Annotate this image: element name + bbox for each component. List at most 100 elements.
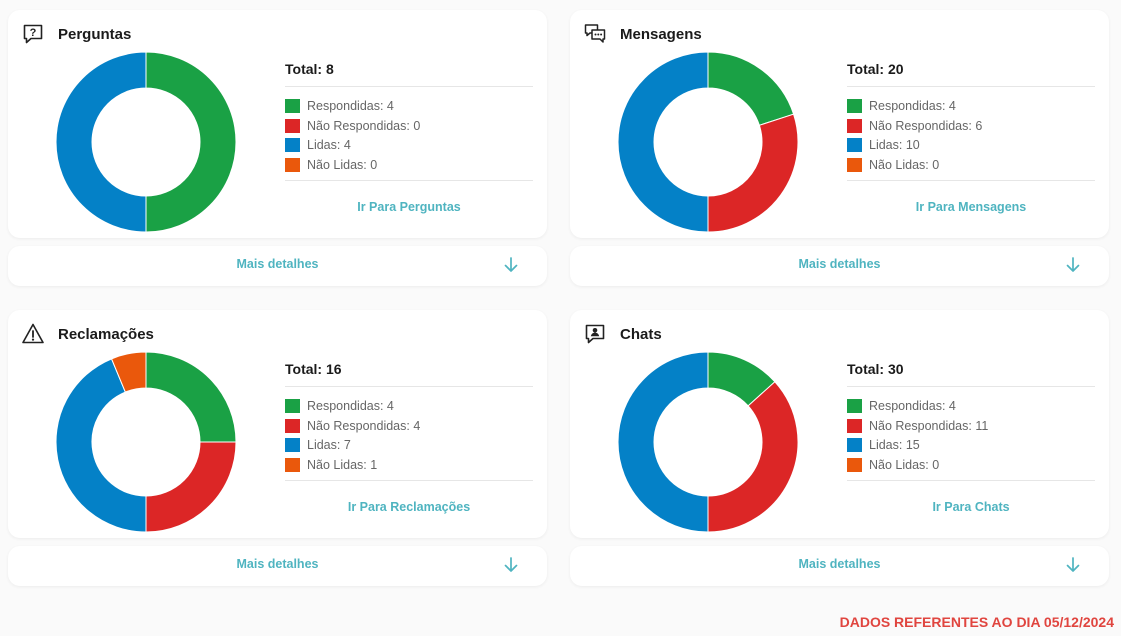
swatch-lidas (285, 438, 300, 453)
legend-label: Não Respondidas: 0 (307, 118, 421, 133)
legend: Respondidas: 4 Não Respondidas: 6 Lidas:… (847, 96, 982, 175)
divider (285, 180, 533, 181)
legend-item-nao-respondidas: Não Respondidas: 6 (847, 116, 982, 136)
legend-item-nao-lidas: Não Lidas: 0 (847, 155, 982, 175)
donut-slice-nao-lidas (110, 352, 147, 393)
legend-item-respondidas: Respondidas: 4 (285, 396, 420, 416)
legend-item-nao-respondidas: Não Respondidas: 4 (285, 416, 420, 436)
more-details-mensagens[interactable]: Mais detalhes (570, 246, 1109, 286)
legend-item-respondidas: Respondidas: 4 (847, 396, 988, 416)
donut-chart-reclamacoes (56, 352, 236, 532)
card-mensagens: Mensagens Total: 20 Respondidas: 4 Não R… (570, 10, 1109, 238)
legend-label: Respondidas: 4 (869, 98, 956, 113)
legend: Respondidas: 4 Não Respondidas: 11 Lidas… (847, 396, 988, 475)
arrow-down-icon (504, 557, 518, 572)
legend-label: Lidas: 15 (869, 438, 920, 453)
swatch-nao-lidas (285, 157, 300, 172)
legend-item-nao-respondidas: Não Respondidas: 0 (285, 116, 420, 136)
legend-item-nao-lidas: Não Lidas: 0 (285, 155, 420, 175)
more-details-reclamacoes[interactable]: Mais detalhes (8, 546, 547, 586)
more-details-label: Mais detalhes (236, 557, 319, 571)
card-title: Reclamações (58, 326, 154, 343)
legend-label: Não Lidas: 0 (869, 457, 940, 472)
legend-item-lidas: Lidas: 7 (285, 435, 420, 455)
legend: Respondidas: 4 Não Respondidas: 0 Lidas:… (285, 96, 420, 175)
go-to-reclamacoes-link[interactable]: Ir Para Reclamações (347, 500, 471, 514)
swatch-nao-lidas (285, 457, 300, 472)
total-label: Total: 16 (285, 361, 342, 377)
divider (847, 480, 1095, 481)
card-perguntas: ? Perguntas Total: 8 Respondidas: 4 Não … (8, 10, 547, 238)
swatch-lidas (847, 138, 862, 153)
divider (847, 180, 1095, 181)
swatch-nao-lidas (847, 157, 862, 172)
swatch-nao-respondidas (285, 118, 300, 133)
donut-slice-lidas (56, 52, 147, 232)
donut-slice-nao-respondidas (707, 113, 798, 232)
arrow-down-icon (1066, 557, 1080, 572)
legend-item-respondidas: Respondidas: 4 (285, 96, 420, 116)
divider (285, 386, 533, 387)
divider (285, 480, 533, 481)
go-to-perguntas-link[interactable]: Ir Para Perguntas (357, 200, 461, 214)
svg-text:?: ? (30, 27, 37, 39)
swatch-lidas (285, 138, 300, 153)
donut-slice-respondidas (145, 352, 236, 443)
swatch-nao-lidas (847, 457, 862, 472)
legend-label: Respondidas: 4 (307, 98, 394, 113)
legend-item-lidas: Lidas: 15 (847, 435, 988, 455)
legend-item-nao-respondidas: Não Respondidas: 11 (847, 416, 988, 436)
donut-slice-respondidas (707, 52, 795, 126)
divider (847, 86, 1095, 87)
legend-item-lidas: Lidas: 10 (847, 135, 982, 155)
card-title: Chats (620, 326, 662, 343)
data-reference-date: DADOS REFERENTES AO DIA 05/12/2024 (839, 614, 1114, 630)
swatch-respondidas (285, 98, 300, 113)
arrow-down-icon (504, 257, 518, 272)
swatch-lidas (847, 438, 862, 453)
total-label: Total: 20 (847, 61, 904, 77)
card-title: Perguntas (58, 26, 132, 43)
more-details-label: Mais detalhes (798, 557, 881, 571)
more-details-chats[interactable]: Mais detalhes (570, 546, 1109, 586)
donut-chart-chats (618, 352, 798, 532)
divider (285, 86, 533, 87)
donut-slice-nao-respondidas (707, 381, 798, 532)
legend-item-nao-lidas: Não Lidas: 0 (847, 455, 988, 475)
go-to-mensagens-link[interactable]: Ir Para Mensagens (915, 200, 1027, 214)
swatch-nao-respondidas (847, 118, 862, 133)
arrow-down-icon (1066, 257, 1080, 272)
total-label: Total: 30 (847, 361, 904, 377)
legend-label: Não Respondidas: 6 (869, 118, 983, 133)
legend-label: Lidas: 10 (869, 138, 920, 153)
swatch-nao-respondidas (285, 418, 300, 433)
swatch-respondidas (847, 398, 862, 413)
legend-label: Lidas: 4 (307, 138, 351, 153)
legend-item-respondidas: Respondidas: 4 (847, 96, 982, 116)
legend-label: Não Respondidas: 11 (869, 418, 989, 433)
go-to-chats-link[interactable]: Ir Para Chats (932, 500, 1010, 514)
legend-item-lidas: Lidas: 4 (285, 135, 420, 155)
legend: Respondidas: 4 Não Respondidas: 4 Lidas:… (285, 396, 420, 475)
warning-triangle-icon (22, 323, 44, 344)
donut-slice-nao-respondidas (145, 441, 236, 532)
more-details-label: Mais detalhes (798, 257, 881, 271)
legend-label: Lidas: 7 (307, 438, 351, 453)
legend-label: Respondidas: 4 (869, 398, 956, 413)
donut-slice-lidas (618, 352, 709, 532)
legend-label: Não Lidas: 1 (307, 457, 378, 472)
card-title: Mensagens (620, 26, 702, 43)
total-label: Total: 8 (285, 61, 334, 77)
donut-chart-mensagens (618, 52, 798, 232)
donut-slice-lidas (56, 358, 147, 532)
card-chats: Chats Total: 30 Respondidas: 4 Não Respo… (570, 310, 1109, 538)
legend-label: Não Lidas: 0 (307, 157, 378, 172)
legend-label: Respondidas: 4 (307, 398, 394, 413)
more-details-perguntas[interactable]: Mais detalhes (8, 246, 547, 286)
legend-label: Não Respondidas: 4 (307, 418, 421, 433)
donut-slice-respondidas (145, 52, 236, 232)
donut-chart-perguntas (56, 52, 236, 232)
question-bubble-icon: ? (23, 24, 43, 44)
swatch-nao-respondidas (847, 418, 862, 433)
legend-label: Não Lidas: 0 (869, 157, 940, 172)
